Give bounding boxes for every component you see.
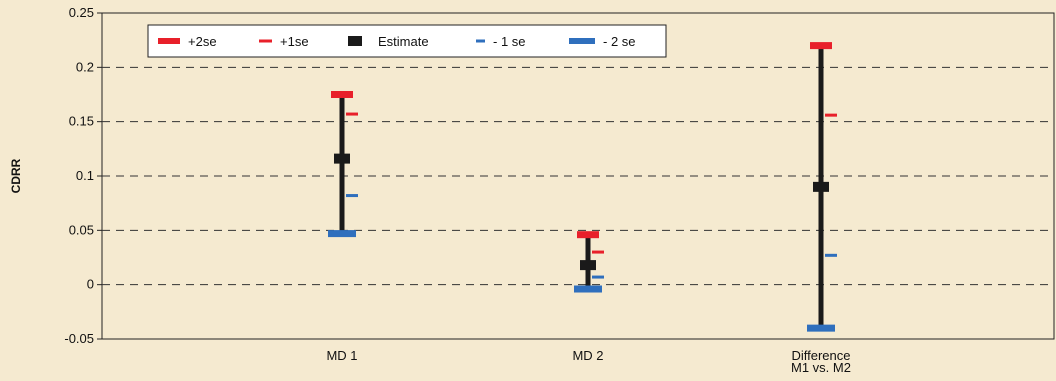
estimate-marker xyxy=(334,154,350,164)
legend-label: +2se xyxy=(188,34,217,49)
y-tick-label: -0.05 xyxy=(64,331,94,346)
category-label: M1 vs. M2 xyxy=(791,360,851,375)
plus-1se-marker xyxy=(825,114,837,117)
legend: +2se +1se Estimate - 1 se - 2 se xyxy=(148,25,666,57)
legend-swatch-minus2se xyxy=(569,38,595,44)
category-label: MD 1 xyxy=(326,348,357,363)
y-axis-ticks: -0.05 0 0.05 0.1 0.15 0.2 0.25 xyxy=(64,5,102,346)
y-tick-label: 0 xyxy=(87,277,94,292)
minus-2se-marker xyxy=(328,230,356,237)
minus-2se-marker xyxy=(574,286,602,293)
plus-2se-marker xyxy=(810,42,832,49)
y-tick-label: 0.1 xyxy=(76,168,94,183)
legend-swatch-plus2se xyxy=(158,38,180,44)
minus-1se-marker xyxy=(346,194,358,197)
category-label: MD 2 xyxy=(572,348,603,363)
legend-label: Estimate xyxy=(378,34,429,49)
plus-2se-marker xyxy=(577,231,599,238)
legend-swatch-minus1se xyxy=(476,40,485,43)
y-tick-label: 0.2 xyxy=(76,59,94,74)
legend-label: - 2 se xyxy=(603,34,636,49)
legend-label: +1se xyxy=(280,34,309,49)
plus-1se-marker xyxy=(592,251,604,254)
estimate-marker xyxy=(580,260,596,270)
series-marks xyxy=(328,42,837,332)
minus-1se-marker xyxy=(825,254,837,257)
minus-2se-marker xyxy=(807,325,835,332)
legend-label: - 1 se xyxy=(493,34,526,49)
y-tick-label: 0.15 xyxy=(69,114,94,129)
legend-swatch-estimate xyxy=(348,36,362,46)
y-axis-title: CDRR xyxy=(9,158,23,193)
plus-2se-marker xyxy=(331,91,353,98)
plus-1se-marker xyxy=(346,113,358,116)
y-tick-label: 0.25 xyxy=(69,5,94,20)
legend-swatch-plus1se xyxy=(259,40,272,43)
minus-1se-marker xyxy=(592,276,604,279)
grid-lines xyxy=(102,67,1054,284)
estimate-marker xyxy=(813,182,829,192)
y-tick-label: 0.05 xyxy=(69,222,94,237)
